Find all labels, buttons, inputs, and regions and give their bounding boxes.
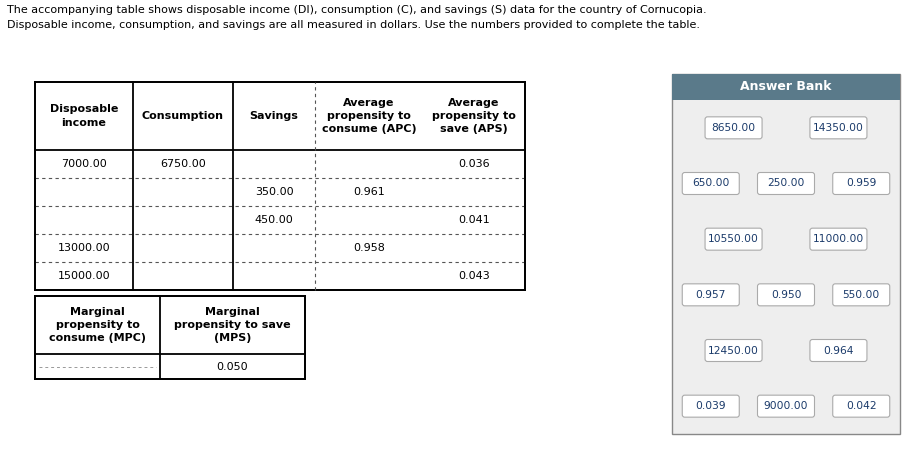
Text: 0.950: 0.950 — [770, 290, 802, 300]
Text: 550.00: 550.00 — [843, 290, 880, 300]
Text: 0.050: 0.050 — [217, 361, 248, 372]
Text: Disposable income, consumption, and savings are all measured in dollars. Use the: Disposable income, consumption, and savi… — [7, 20, 700, 30]
Text: 13000.00: 13000.00 — [58, 243, 110, 253]
Text: Marginal
propensity to
consume (MPC): Marginal propensity to consume (MPC) — [49, 307, 146, 343]
Text: Consumption: Consumption — [142, 111, 224, 121]
FancyBboxPatch shape — [705, 117, 762, 139]
Text: 650.00: 650.00 — [692, 178, 729, 189]
FancyBboxPatch shape — [758, 284, 814, 306]
Text: 0.039: 0.039 — [695, 401, 726, 411]
FancyBboxPatch shape — [758, 395, 814, 417]
Bar — [672, 74, 900, 434]
Text: 11000.00: 11000.00 — [812, 234, 864, 244]
Bar — [35, 82, 525, 290]
Text: 12450.00: 12450.00 — [708, 346, 759, 355]
FancyBboxPatch shape — [810, 117, 867, 139]
Text: 0.041: 0.041 — [458, 215, 490, 225]
Text: 0.961: 0.961 — [354, 187, 385, 197]
FancyBboxPatch shape — [810, 228, 867, 250]
Text: 10550.00: 10550.00 — [708, 234, 759, 244]
Text: 250.00: 250.00 — [768, 178, 804, 189]
Text: 9000.00: 9000.00 — [764, 401, 808, 411]
Text: 0.959: 0.959 — [846, 178, 877, 189]
Text: 14350.00: 14350.00 — [813, 123, 864, 133]
Text: Average
propensity to
save (APS): Average propensity to save (APS) — [432, 98, 516, 134]
Text: Marginal
propensity to save
(MPS): Marginal propensity to save (MPS) — [174, 307, 290, 343]
Text: The accompanying table shows disposable income (DI), consumption (C), and saving: The accompanying table shows disposable … — [7, 5, 706, 15]
Text: 350.00: 350.00 — [255, 187, 293, 197]
FancyBboxPatch shape — [758, 172, 814, 194]
FancyBboxPatch shape — [682, 395, 739, 417]
FancyBboxPatch shape — [682, 284, 739, 306]
Bar — [672, 74, 900, 100]
FancyBboxPatch shape — [833, 284, 889, 306]
Text: 0.036: 0.036 — [458, 159, 490, 169]
Text: 450.00: 450.00 — [255, 215, 293, 225]
FancyBboxPatch shape — [810, 340, 867, 361]
Text: Answer Bank: Answer Bank — [740, 80, 832, 93]
FancyBboxPatch shape — [705, 228, 762, 250]
Text: Disposable
income: Disposable income — [49, 105, 118, 127]
Bar — [35, 296, 305, 379]
Text: 8650.00: 8650.00 — [712, 123, 756, 133]
Text: 0.964: 0.964 — [823, 346, 854, 355]
Text: Average
propensity to
consume (APC): Average propensity to consume (APC) — [322, 98, 416, 134]
Text: 0.957: 0.957 — [695, 290, 726, 300]
Text: 6750.00: 6750.00 — [160, 159, 206, 169]
Text: 0.042: 0.042 — [846, 401, 877, 411]
FancyBboxPatch shape — [833, 172, 889, 194]
Text: 0.958: 0.958 — [353, 243, 385, 253]
Text: Savings: Savings — [249, 111, 299, 121]
Text: 7000.00: 7000.00 — [61, 159, 107, 169]
FancyBboxPatch shape — [705, 340, 762, 361]
Text: 0.043: 0.043 — [458, 271, 490, 281]
FancyBboxPatch shape — [682, 172, 739, 194]
FancyBboxPatch shape — [833, 395, 889, 417]
Text: 15000.00: 15000.00 — [58, 271, 110, 281]
